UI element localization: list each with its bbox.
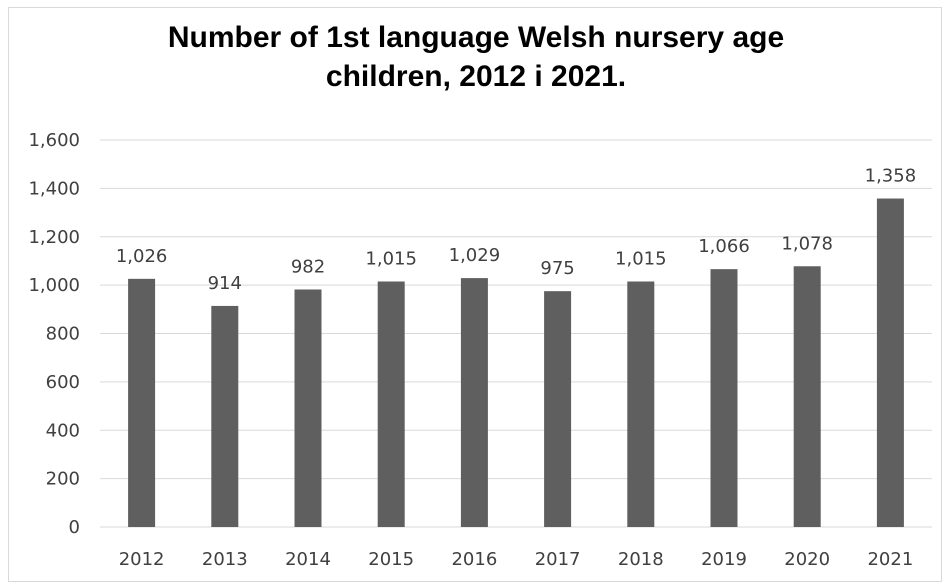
y-tick-label: 400 [46,420,80,441]
bar-2017 [544,291,572,527]
x-category-label-2013: 2013 [202,549,248,570]
data-label-2016: 1,029 [449,245,501,266]
data-label-2018: 1,015 [615,248,667,269]
data-label-2014: 982 [291,256,325,277]
chart-title-line-1: Number of 1st language Welsh nursery age [167,21,785,54]
x-category-label-2021: 2021 [867,549,913,570]
bar-2015 [377,281,405,527]
bar-2020 [793,266,821,527]
data-label-2020: 1,078 [781,233,833,254]
x-category-label-2014: 2014 [285,549,331,570]
chart-title-line-2: children, 2012 i 2021. [325,60,627,93]
x-category-label-2015: 2015 [368,549,414,570]
gridlines [100,139,932,528]
x-axis-categories: 2012 2013 2014 2015 2016 2017 2018 2019 2020 2021 [119,549,914,570]
y-tick-label: 200 [46,469,80,490]
data-label-2012: 1,026 [116,246,168,267]
x-category-label-2016: 2016 [451,549,497,570]
bar-2012 [128,278,156,527]
data-label-2019: 1,066 [698,236,750,257]
data-label-2013: 914 [208,273,242,294]
x-category-label-2012: 2012 [119,549,165,570]
data-label-2015: 1,015 [365,248,417,269]
bar-2016 [460,278,488,527]
y-tick-label: 1,600 [28,130,80,151]
x-category-label-2018: 2018 [618,549,664,570]
x-category-label-2020: 2020 [784,549,830,570]
y-tick-label: 800 [46,324,80,345]
y-tick-label: 1,200 [28,227,80,248]
data-label-2021: 1,358 [865,166,917,187]
bar-2013 [211,305,239,527]
x-category-label-2017: 2017 [535,549,581,570]
bar-2018 [627,281,655,527]
x-category-label-2019: 2019 [701,549,747,570]
y-axis-ticks: 0 200 400 600 800 1,000 1,200 1,400 1,600 [28,130,80,538]
y-tick-label: 1,400 [28,178,80,199]
y-tick-label: 600 [46,372,80,393]
bars [128,198,904,527]
y-tick-label: 0 [69,517,80,538]
bar-2021 [876,198,904,527]
y-tick-label: 1,000 [28,275,80,296]
bar-2019 [710,269,738,527]
bar-2014 [294,289,322,527]
data-labels: 1,026 914 982 1,015 1,029 975 1,015 1,066 1,078 1… [116,166,916,294]
chart-title: Number of 1st language Welsh nursery age… [0,18,952,96]
data-label-2017: 975 [540,258,574,279]
